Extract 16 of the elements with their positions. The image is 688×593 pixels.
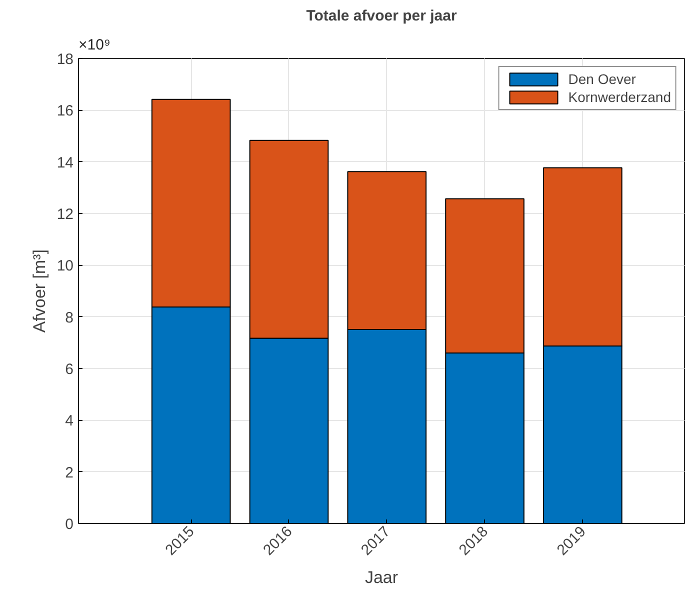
chart-title: Totale afvoer per jaar (306, 8, 457, 24)
y-tick-label: 12 (56, 206, 74, 223)
y-tick-label: 18 (56, 51, 74, 68)
x-axis-title: Jaar (364, 568, 398, 587)
legend-label: Kornwerderzand (568, 89, 671, 105)
y-tick-label: 2 (65, 464, 74, 482)
legend-label: Den Oever (568, 71, 636, 87)
y-tick-label: 10 (56, 258, 74, 275)
y-tick-label: 0 (65, 516, 74, 533)
text: ×10⁹ (78, 36, 110, 54)
y-tick-label: 8 (65, 309, 74, 326)
y-tick-label: 14 (56, 154, 74, 172)
y-tick-label: 6 (65, 361, 74, 378)
y-tick-label: 4 (65, 412, 74, 430)
y-tick-label: 16 (56, 102, 74, 120)
y-axis-title: Afvoer [m³] (30, 249, 49, 333)
